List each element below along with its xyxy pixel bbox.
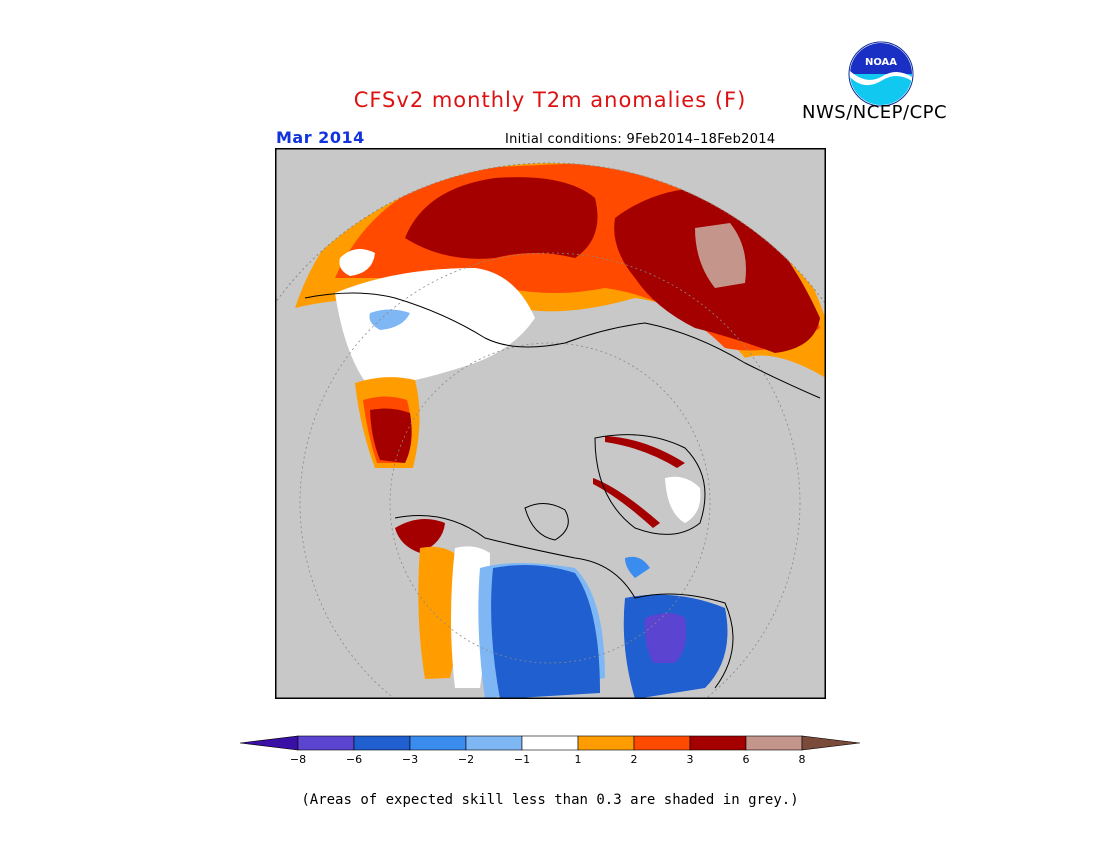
coastline-eurasia — [304, 292, 821, 399]
legend-swatch — [521, 735, 579, 751]
anomaly-region-darkred-atlantic — [370, 408, 412, 463]
noaa-logo: NOAA — [848, 41, 914, 107]
legend-tick-label: −3 — [402, 753, 418, 766]
anomaly-region-white-europe — [335, 268, 535, 388]
legend-tick-label: −1 — [514, 753, 530, 766]
anomaly-region-purple — [644, 613, 687, 663]
legend-tick-label: 2 — [631, 753, 638, 766]
anomaly-region-lightblue — [369, 309, 410, 330]
valid-month: Mar 2014 — [276, 128, 365, 147]
anomaly-region-blue-na — [491, 564, 600, 699]
legend-tick-label: −6 — [346, 753, 362, 766]
skill-footnote: (Areas of expected skill less than 0.3 a… — [301, 792, 799, 808]
legend-swatch — [409, 735, 467, 751]
anomaly-region-white-nw — [339, 249, 375, 276]
legend-swatch — [745, 735, 803, 751]
anomaly-region-darkred-west — [405, 177, 598, 259]
legend-arrow-low — [239, 735, 299, 751]
svg-text:NOAA: NOAA — [865, 57, 897, 68]
agency-label: NWS/NCEP/CPC — [802, 102, 948, 123]
anomaly-region-darkred-alaska — [395, 519, 445, 553]
anomaly-region-white-greenland-tip — [665, 476, 701, 523]
legend-tick-label: −2 — [458, 753, 474, 766]
coastline-arctic-islands — [524, 503, 569, 541]
anomaly-region-brown — [695, 223, 746, 288]
legend-tick-label: 3 — [687, 753, 694, 766]
color-legend: −8 −6 −3 −2 −1 1 2 3 6 8 — [239, 735, 861, 766]
anomaly-region-orange-pacific — [418, 546, 462, 679]
legend-swatch — [689, 735, 747, 751]
legend-tick-label: 1 — [575, 753, 582, 766]
legend-swatch — [577, 735, 635, 751]
legend-swatch — [465, 735, 523, 751]
legend-swatch — [353, 735, 411, 751]
legend-swatch — [297, 735, 355, 751]
chart-title: CFSv2 monthly T2m anomalies (F) — [353, 88, 747, 112]
anomaly-region-darkred-arctic-2 — [593, 478, 660, 528]
legend-tick-label: 8 — [799, 753, 806, 766]
coastline-north-america — [394, 515, 734, 689]
anomaly-region-blue-arctic — [625, 556, 650, 578]
coastline-greenland — [594, 434, 706, 535]
legend-arrow-high — [801, 735, 861, 751]
anomaly-map — [275, 148, 826, 699]
legend-swatch — [633, 735, 691, 751]
legend-tick-label: −8 — [290, 753, 306, 766]
anomaly-region-darkred-arctic-1 — [605, 436, 685, 468]
initial-conditions: Initial conditions: 9Feb2014–18Feb2014 — [505, 132, 776, 147]
legend-tick-label: 6 — [743, 753, 750, 766]
